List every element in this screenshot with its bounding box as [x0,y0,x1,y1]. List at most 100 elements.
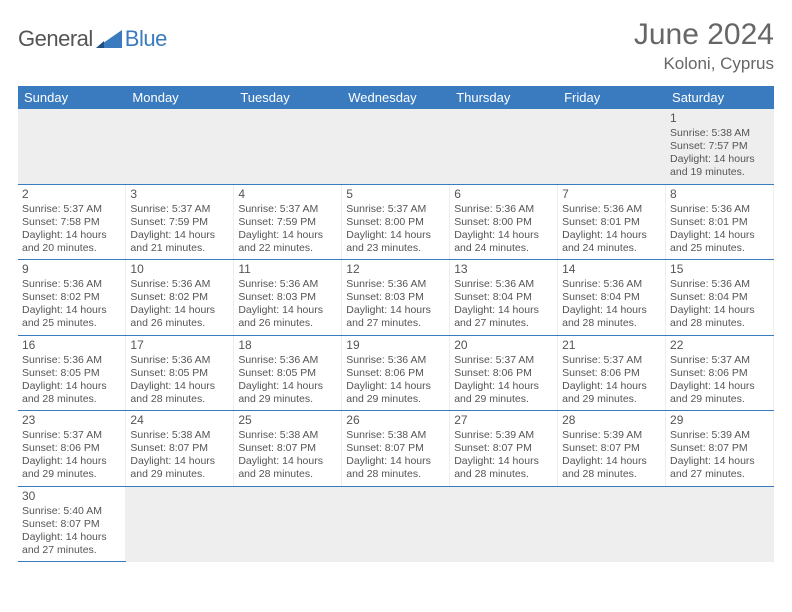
sunrise-line: Sunrise: 5:40 AM [22,505,121,518]
daylight-line-2: and 29 minutes. [670,393,769,406]
daylight-line-1: Daylight: 14 hours [670,229,769,242]
sunset-line: Sunset: 8:00 PM [346,216,445,229]
daylight-line-2: and 29 minutes. [238,393,337,406]
day-cell: 3Sunrise: 5:37 AMSunset: 7:59 PMDaylight… [126,184,234,260]
sunrise-line: Sunrise: 5:39 AM [670,429,769,442]
sunset-line: Sunset: 8:07 PM [130,442,229,455]
day-number: 1 [670,111,769,126]
sunset-line: Sunset: 8:07 PM [346,442,445,455]
day-header: Friday [558,86,666,109]
daylight-line-2: and 29 minutes. [454,393,553,406]
sunrise-line: Sunrise: 5:38 AM [238,429,337,442]
month-title: June 2024 [634,18,774,52]
daylight-line-1: Daylight: 14 hours [238,304,337,317]
day-cell: 25Sunrise: 5:38 AMSunset: 8:07 PMDayligh… [234,411,342,487]
day-cell: 18Sunrise: 5:36 AMSunset: 8:05 PMDayligh… [234,335,342,411]
daylight-line-2: and 22 minutes. [238,242,337,255]
daylight-line-1: Daylight: 14 hours [238,229,337,242]
day-number: 8 [670,187,769,202]
daylight-line-1: Daylight: 14 hours [454,304,553,317]
calendar-page: General Blue June 2024 Koloni, Cyprus Su… [0,0,792,572]
daylight-line-1: Daylight: 14 hours [346,304,445,317]
sunrise-line: Sunrise: 5:36 AM [346,278,445,291]
day-number: 20 [454,338,553,353]
day-cell: 24Sunrise: 5:38 AMSunset: 8:07 PMDayligh… [126,411,234,487]
daylight-line-2: and 26 minutes. [130,317,229,330]
day-number: 4 [238,187,337,202]
day-cell: 4Sunrise: 5:37 AMSunset: 7:59 PMDaylight… [234,184,342,260]
sunset-line: Sunset: 8:01 PM [562,216,661,229]
daylight-line-2: and 28 minutes. [562,317,661,330]
daylight-line-1: Daylight: 14 hours [346,229,445,242]
location-label: Koloni, Cyprus [634,54,774,74]
daylight-line-2: and 28 minutes. [346,468,445,481]
day-cell: 5Sunrise: 5:37 AMSunset: 8:00 PMDaylight… [342,184,450,260]
sunrise-line: Sunrise: 5:39 AM [562,429,661,442]
empty-cell [450,486,558,562]
empty-cell [342,486,450,562]
day-cell: 30Sunrise: 5:40 AMSunset: 8:07 PMDayligh… [18,486,126,562]
day-number: 25 [238,413,337,428]
day-header: Wednesday [342,86,450,109]
daylight-line-1: Daylight: 14 hours [346,455,445,468]
daylight-line-1: Daylight: 14 hours [130,229,229,242]
daylight-line-1: Daylight: 14 hours [562,229,661,242]
day-cell: 15Sunrise: 5:36 AMSunset: 8:04 PMDayligh… [666,260,774,336]
daylight-line-2: and 27 minutes. [22,544,121,557]
day-cell: 12Sunrise: 5:36 AMSunset: 8:03 PMDayligh… [342,260,450,336]
logo: General Blue [18,18,167,52]
daylight-line-2: and 24 minutes. [562,242,661,255]
daylight-line-2: and 28 minutes. [130,393,229,406]
sunset-line: Sunset: 8:07 PM [562,442,661,455]
sunset-line: Sunset: 8:02 PM [22,291,121,304]
daylight-line-2: and 29 minutes. [346,393,445,406]
day-number: 23 [22,413,121,428]
daylight-line-1: Daylight: 14 hours [670,304,769,317]
sunset-line: Sunset: 8:07 PM [670,442,769,455]
empty-cell [342,109,450,184]
empty-cell [234,486,342,562]
day-number: 16 [22,338,121,353]
day-cell: 2Sunrise: 5:37 AMSunset: 7:58 PMDaylight… [18,184,126,260]
daylight-line-2: and 20 minutes. [22,242,121,255]
daylight-line-1: Daylight: 14 hours [562,380,661,393]
daylight-line-2: and 19 minutes. [670,166,769,179]
day-cell: 29Sunrise: 5:39 AMSunset: 8:07 PMDayligh… [666,411,774,487]
empty-cell [18,109,126,184]
sunset-line: Sunset: 7:59 PM [238,216,337,229]
sunrise-line: Sunrise: 5:38 AM [130,429,229,442]
daylight-line-2: and 27 minutes. [670,468,769,481]
day-cell: 9Sunrise: 5:36 AMSunset: 8:02 PMDaylight… [18,260,126,336]
day-number: 9 [22,262,121,277]
daylight-line-2: and 27 minutes. [454,317,553,330]
daylight-line-1: Daylight: 14 hours [454,455,553,468]
sunset-line: Sunset: 8:06 PM [346,367,445,380]
day-cell: 10Sunrise: 5:36 AMSunset: 8:02 PMDayligh… [126,260,234,336]
daylight-line-2: and 29 minutes. [562,393,661,406]
daylight-line-2: and 23 minutes. [346,242,445,255]
daylight-line-1: Daylight: 14 hours [22,229,121,242]
day-number: 22 [670,338,769,353]
sunrise-line: Sunrise: 5:37 AM [22,203,121,216]
sunrise-line: Sunrise: 5:37 AM [562,354,661,367]
daylight-line-1: Daylight: 14 hours [670,380,769,393]
sunset-line: Sunset: 8:00 PM [454,216,553,229]
sunset-line: Sunset: 7:57 PM [670,140,769,153]
logo-word2: Blue [125,26,167,52]
daylight-line-1: Daylight: 14 hours [346,380,445,393]
daylight-line-1: Daylight: 14 hours [562,455,661,468]
sunset-line: Sunset: 8:03 PM [346,291,445,304]
sunset-line: Sunset: 7:58 PM [22,216,121,229]
empty-cell [558,109,666,184]
day-number: 24 [130,413,229,428]
day-header: Monday [126,86,234,109]
day-cell: 13Sunrise: 5:36 AMSunset: 8:04 PMDayligh… [450,260,558,336]
day-cell: 16Sunrise: 5:36 AMSunset: 8:05 PMDayligh… [18,335,126,411]
day-number: 14 [562,262,661,277]
sunset-line: Sunset: 8:05 PM [22,367,121,380]
sunset-line: Sunset: 8:04 PM [670,291,769,304]
sunset-line: Sunset: 8:04 PM [562,291,661,304]
daylight-line-1: Daylight: 14 hours [22,455,121,468]
day-cell: 28Sunrise: 5:39 AMSunset: 8:07 PMDayligh… [558,411,666,487]
sunrise-line: Sunrise: 5:36 AM [22,354,121,367]
